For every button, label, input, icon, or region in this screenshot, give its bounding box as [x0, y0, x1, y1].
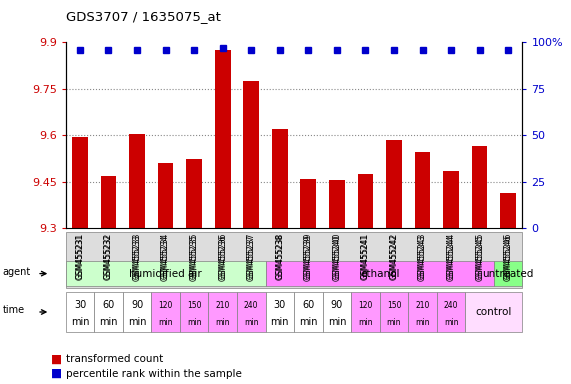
Bar	[272, 129, 288, 228]
Text: min: min	[415, 318, 430, 326]
Text: time: time	[3, 305, 25, 315]
Text: GSM455238: GSM455238	[275, 234, 284, 280]
Text: min: min	[128, 317, 146, 327]
Bar	[158, 163, 174, 228]
Bar	[415, 152, 431, 228]
Text: GSM455239: GSM455239	[304, 234, 313, 281]
Text: GSM455236: GSM455236	[218, 234, 227, 281]
Text: transformed count: transformed count	[66, 354, 163, 364]
Text: 210: 210	[415, 301, 430, 310]
Text: GSM455243: GSM455243	[418, 232, 427, 279]
Text: min: min	[387, 318, 401, 326]
Bar	[72, 137, 88, 228]
Bar	[100, 176, 116, 228]
Text: humidified air: humidified air	[129, 268, 202, 279]
Text: min: min	[328, 317, 346, 327]
Bar	[472, 146, 488, 228]
Text: GSM455236: GSM455236	[218, 232, 227, 279]
Text: GSM455246: GSM455246	[504, 234, 513, 281]
Text: min: min	[215, 318, 230, 326]
Text: GSM455239: GSM455239	[304, 232, 313, 279]
Text: ■: ■	[51, 367, 62, 380]
Text: GSM455231: GSM455231	[75, 232, 85, 278]
Text: GSM455237: GSM455237	[247, 234, 256, 281]
Text: 240: 240	[244, 301, 259, 310]
Text: GSM455237: GSM455237	[247, 232, 256, 279]
Text: 30: 30	[74, 300, 86, 310]
Text: percentile rank within the sample: percentile rank within the sample	[66, 369, 242, 379]
Text: 120: 120	[158, 301, 173, 310]
Text: GSM455242: GSM455242	[389, 232, 399, 278]
Text: untreated: untreated	[482, 268, 534, 279]
Text: GSM455235: GSM455235	[190, 232, 199, 279]
Text: min: min	[358, 318, 373, 326]
Text: 150: 150	[387, 301, 401, 310]
Text: min: min	[299, 317, 317, 327]
Text: 120: 120	[358, 301, 373, 310]
Text: min: min	[444, 318, 459, 326]
Text: GSM455244: GSM455244	[447, 232, 456, 279]
Text: min: min	[271, 317, 289, 327]
Bar	[357, 174, 373, 228]
Text: ■: ■	[51, 353, 62, 366]
Text: 210: 210	[215, 301, 230, 310]
Text: GSM455235: GSM455235	[190, 234, 199, 281]
Text: min: min	[187, 318, 202, 326]
Text: 90: 90	[331, 300, 343, 310]
Text: 60: 60	[102, 300, 115, 310]
Text: 30: 30	[274, 300, 286, 310]
Text: GSM455240: GSM455240	[332, 234, 341, 281]
Text: 150: 150	[187, 301, 202, 310]
Bar	[215, 50, 231, 228]
Text: 60: 60	[302, 300, 315, 310]
Text: GSM455234: GSM455234	[161, 232, 170, 279]
Text: min: min	[244, 318, 259, 326]
Text: agent: agent	[3, 266, 31, 277]
Text: ethanol: ethanol	[360, 268, 400, 279]
Text: GSM455232: GSM455232	[104, 232, 113, 278]
Bar	[500, 193, 516, 228]
Text: GSM455233: GSM455233	[132, 232, 142, 279]
Text: GSM455232: GSM455232	[104, 234, 113, 280]
Bar	[129, 134, 145, 228]
Text: GDS3707 / 1635075_at: GDS3707 / 1635075_at	[66, 10, 220, 23]
Text: min: min	[158, 318, 173, 326]
Text: min: min	[71, 317, 89, 327]
Text: GSM455245: GSM455245	[475, 232, 484, 279]
Bar	[443, 171, 459, 228]
Text: 90: 90	[131, 300, 143, 310]
Text: GSM455246: GSM455246	[504, 232, 513, 279]
Text: min: min	[99, 317, 118, 327]
Text: GSM455241: GSM455241	[361, 234, 370, 280]
Text: GSM455233: GSM455233	[132, 234, 142, 281]
Text: GSM455245: GSM455245	[475, 234, 484, 281]
Text: GSM455234: GSM455234	[161, 234, 170, 281]
Text: GSM455241: GSM455241	[361, 232, 370, 278]
Bar	[329, 180, 345, 228]
Bar	[386, 140, 402, 228]
Bar	[186, 159, 202, 228]
Text: GSM455238: GSM455238	[275, 232, 284, 278]
Text: GSM455240: GSM455240	[332, 232, 341, 279]
Text: 240: 240	[444, 301, 459, 310]
Text: GSM455244: GSM455244	[447, 234, 456, 281]
Text: GSM455242: GSM455242	[389, 234, 399, 280]
Text: GSM455231: GSM455231	[75, 234, 85, 280]
Text: control: control	[476, 307, 512, 317]
Bar	[243, 81, 259, 228]
Text: GSM455243: GSM455243	[418, 234, 427, 281]
Bar	[300, 179, 316, 228]
